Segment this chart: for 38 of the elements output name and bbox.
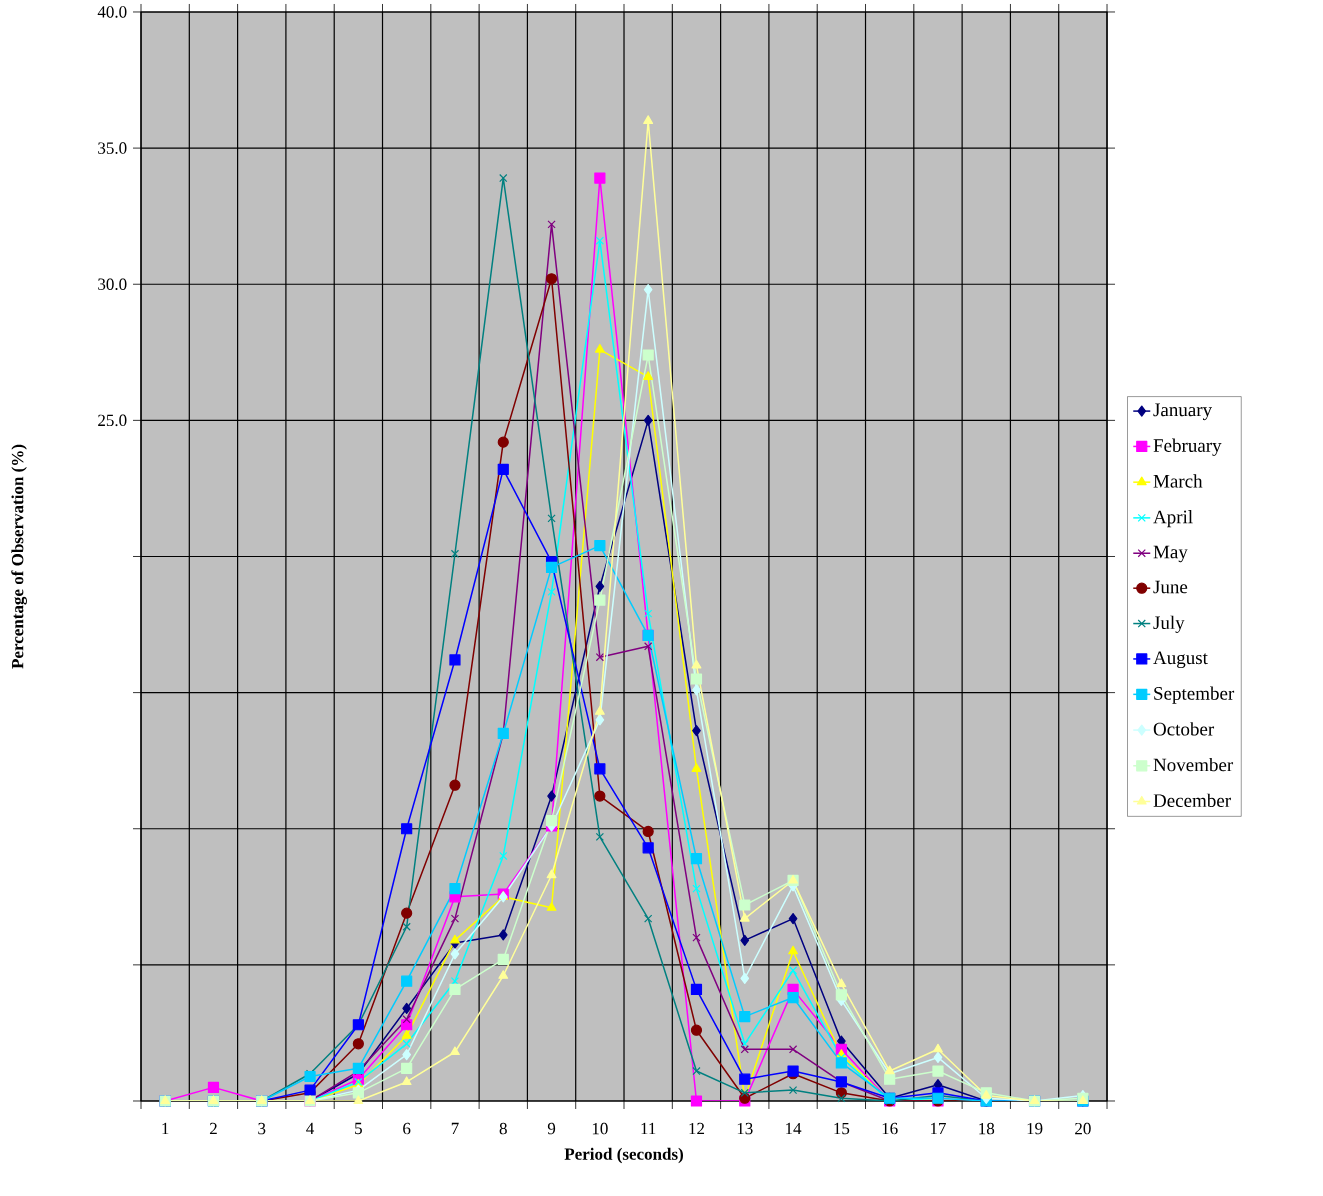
y-axis-title: Percentage of Observation (%) xyxy=(11,444,27,669)
legend-label: March xyxy=(1153,474,1203,488)
x-tick-label: 12 xyxy=(689,1122,705,1135)
y-tick-label: 35.0 xyxy=(98,142,127,154)
x-tick-label: 8 xyxy=(499,1122,507,1135)
x-tick-label: 16 xyxy=(882,1122,898,1135)
legend-label: November xyxy=(1153,757,1234,772)
x-tick-label: 3 xyxy=(258,1122,266,1135)
x-tick-label: 17 xyxy=(930,1122,946,1135)
legend-label: April xyxy=(1153,510,1193,528)
legend-label: May xyxy=(1153,545,1188,563)
x-tick-label: 10 xyxy=(592,1122,608,1135)
x-tick-label: 14 xyxy=(786,1122,802,1135)
legend-label: October xyxy=(1153,722,1215,736)
x-tick-label: 18 xyxy=(979,1122,995,1135)
legend-label: September xyxy=(1154,686,1235,704)
y-tick-label: 40.0 xyxy=(97,6,127,18)
legend-label: July xyxy=(1153,615,1185,633)
x-tick-label: 13 xyxy=(737,1122,753,1135)
x-tick-label: 1 xyxy=(162,1122,169,1135)
y-tick-label: 25.0 xyxy=(98,414,127,427)
x-tick-label: 9 xyxy=(547,1122,556,1135)
legend-label: January xyxy=(1153,403,1213,421)
y-tick-label: 30.0 xyxy=(98,278,127,290)
x-tick-label: 5 xyxy=(355,1122,362,1135)
x-tick-label: 19 xyxy=(1027,1122,1043,1135)
x-axis-title: Period (seconds) xyxy=(564,1147,684,1164)
legend-label: June xyxy=(1153,580,1188,594)
x-tick-label: 7 xyxy=(451,1122,459,1134)
x-tick-label: 6 xyxy=(403,1122,411,1135)
legend-label: February xyxy=(1153,438,1222,456)
x-tick-label: 20 xyxy=(1075,1122,1091,1135)
legend-label: December xyxy=(1153,793,1231,807)
x-tick-label: 11 xyxy=(641,1122,656,1135)
x-tick-label: 15 xyxy=(834,1122,850,1135)
x-tick-label: 2 xyxy=(209,1122,217,1135)
legend-label: August xyxy=(1153,651,1208,669)
x-tick-label: 4 xyxy=(306,1122,315,1135)
